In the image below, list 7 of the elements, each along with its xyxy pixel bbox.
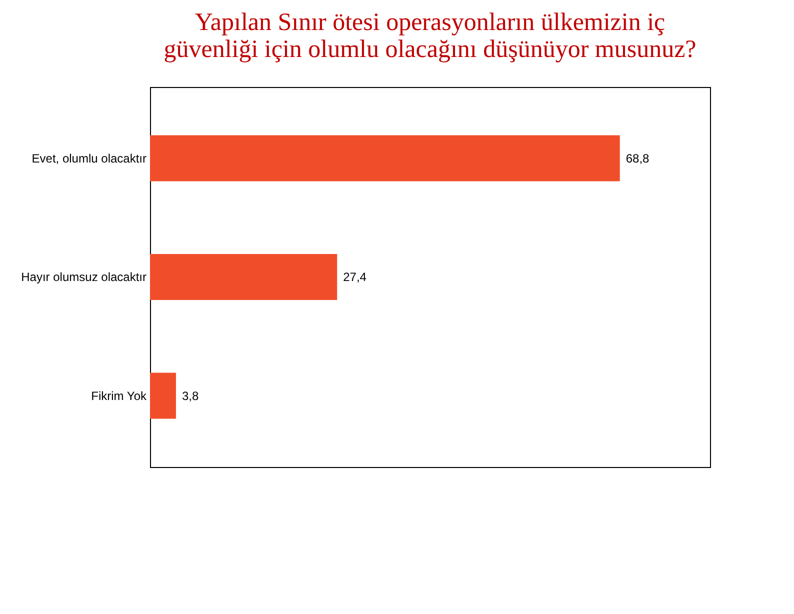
y-tick-label: Hayır olumsuz olacaktır — [21, 270, 146, 284]
data-label: 68,8 — [626, 151, 650, 166]
chart-title: Yapılan Sınır ötesi operasyonların ülkemizin iç güvenliği için olumlu olacağını düşünüyor musunuz? — [164, 9, 696, 63]
y-tick-label: Evet, olumlu olacaktır — [32, 151, 146, 166]
data-label: 27,4 — [343, 270, 367, 284]
data-label: 3,8 — [182, 388, 199, 403]
y-tick-label: Fikrim Yok — [91, 388, 148, 403]
